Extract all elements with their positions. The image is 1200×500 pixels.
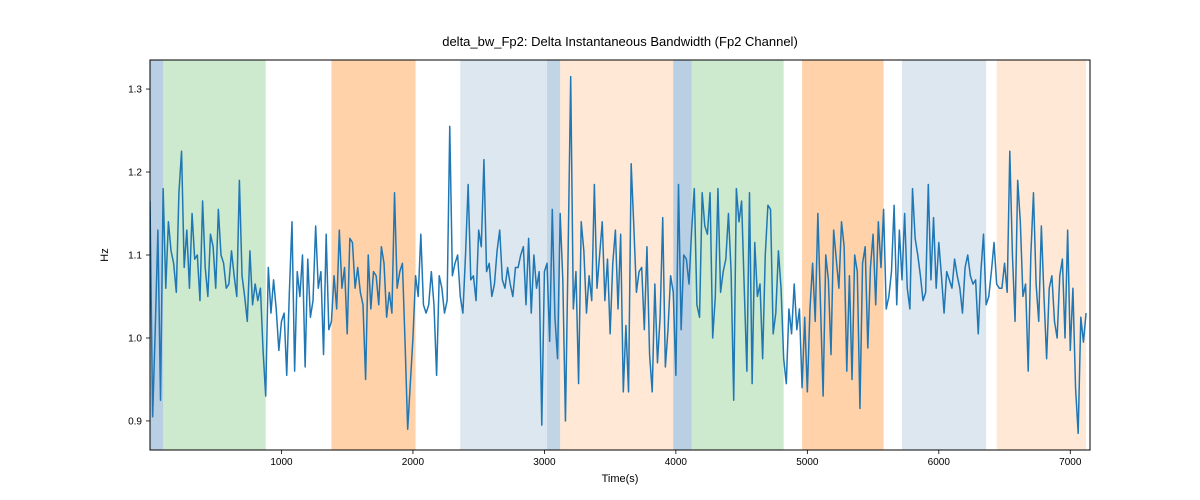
- svg-text:0.9: 0.9: [128, 416, 142, 427]
- svg-text:1.2: 1.2: [128, 168, 142, 179]
- svg-text:7000: 7000: [1059, 457, 1082, 468]
- svg-text:4000: 4000: [665, 457, 688, 468]
- line-chart: 1000 2000 3000 4000 5000 6000 7000 0.9 1.0 1.1 1.2…: [0, 0, 1200, 500]
- x-axis-label: Time(s): [602, 473, 639, 485]
- svg-text:6000: 6000: [928, 457, 951, 468]
- svg-text:1.3: 1.3: [128, 85, 142, 96]
- svg-text:5000: 5000: [796, 457, 819, 468]
- svg-text:1.0: 1.0: [128, 333, 142, 344]
- chart-container: 1000 2000 3000 4000 5000 6000 7000 0.9 1.0 1.1 1.2…: [0, 0, 1200, 500]
- y-axis-label: Hz: [99, 248, 111, 261]
- svg-text:1.1: 1.1: [128, 251, 142, 262]
- svg-text:1000: 1000: [270, 457, 293, 468]
- svg-text:2000: 2000: [402, 457, 425, 468]
- chart-title: delta_bw_Fp2: Delta Instantaneous Bandwi…: [442, 34, 798, 49]
- svg-text:3000: 3000: [533, 457, 556, 468]
